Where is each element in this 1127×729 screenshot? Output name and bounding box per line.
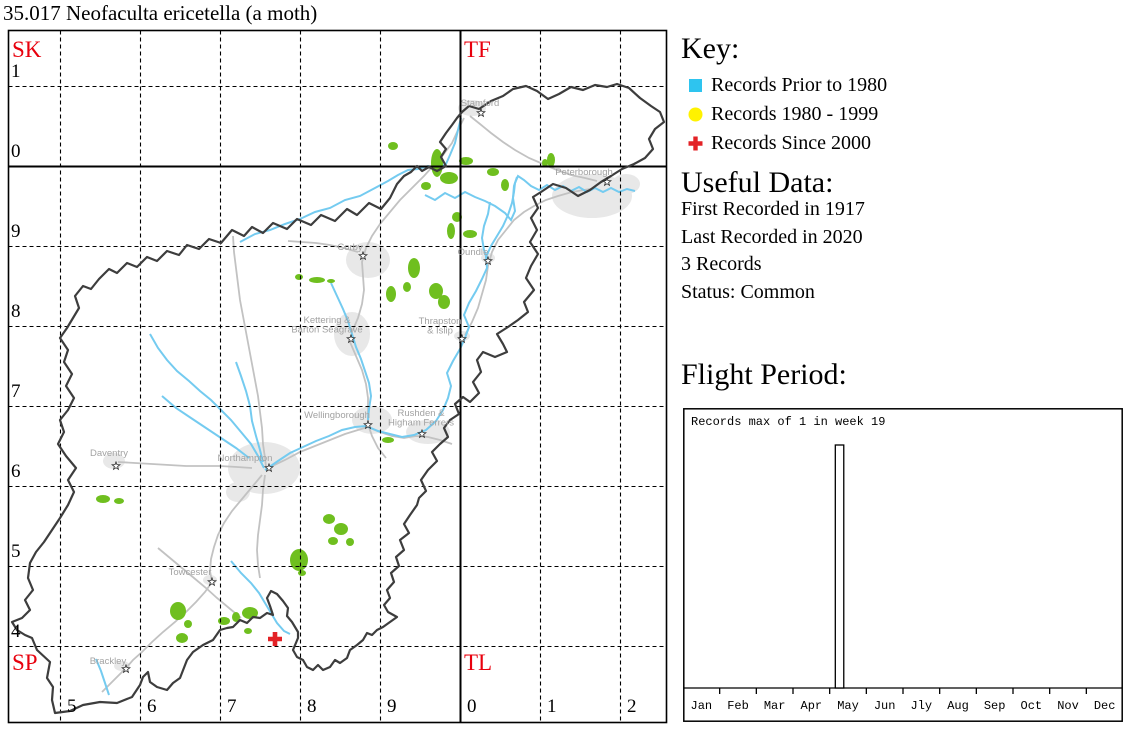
grid-lines [8,30,667,723]
key-item-1: Records 1980 - 1999 [688,100,887,129]
town-oundle: Oundle [458,247,493,265]
woodland-patches [96,142,555,643]
useful-data-line: Status: Common [681,280,815,303]
useful-data-line: First Recorded in 1917 [681,198,865,220]
grid-col-label: 1 [547,696,557,717]
map-border [7,29,668,724]
month-label-may: May [837,699,859,713]
month-label-jly: Jly [911,699,933,713]
county-boundary [10,82,666,715]
flight-period-chart: Records max of 1 in week 19 Jan Feb Mar Apr M… [683,408,1123,722]
month-label-dec: Dec [1094,699,1116,713]
town-corby: Corby [337,242,368,260]
town-label: Peterborough [555,167,613,178]
grid-row-label: 1 [11,61,21,82]
town-label: Daventry [90,448,128,459]
key-item-0: Records Prior to 1980 [688,71,887,100]
useful-data-line: Last Recorded in 2020 [681,225,863,248]
useful-data-list: First Recorded in 1917 Last Recorded in 2… [681,196,865,306]
record-markers [268,632,282,646]
grid-row-label: 4 [11,621,21,642]
key-legend: Records Prior to 1980 Records 1980 - 1999… [688,71,887,158]
grid-letter-SP: SP [12,650,38,675]
town-label: Barton Seagrave [291,325,362,336]
town-towcester: Towcester [169,567,217,586]
grid-letter-TF: TF [464,37,491,62]
useful-data-line: 3 Records [681,253,762,275]
square-swatch-icon [689,79,702,92]
town-rushden-higham-ferrers: Rushden &Higham Ferrers [388,408,454,438]
town-northampton: Northampton [218,453,274,472]
record-marker-since-2000 [268,632,282,646]
key-item-2: Records Since 2000 [688,129,887,158]
town-label: Thrapston [419,316,462,327]
grid-col-label: 2 [627,696,637,717]
month-label-jan: Jan [691,699,713,713]
town-label: Towcester [169,567,212,578]
month-label-feb: Feb [727,699,749,713]
grid-row-label: 9 [11,221,21,242]
month-label-apr: Apr [801,699,823,713]
grid-col-label: 9 [387,696,397,717]
town-peterborough: Peterborough [555,167,613,186]
grid-row-label: 5 [11,541,21,562]
key-item-label: Records 1980 - 1999 [711,103,879,125]
flight-week-bar [834,444,845,689]
town-stamford: Stamford [461,98,500,117]
grid-col-label: 5 [67,696,77,717]
useful-data-heading: Useful Data: [681,166,834,199]
grid-row-label: 0 [11,141,21,162]
key-heading: Key: [681,32,740,65]
month-label-jun: Jun [874,699,896,713]
month-label-sep: Sep [984,699,1006,713]
town-label: Brackley [90,656,127,667]
town-label: & Islip [427,326,453,337]
key-item-label: Records Since 2000 [711,132,871,154]
distribution-map: Stamford Peterborough Oundle Corby Kettering… [7,29,668,724]
grid-letter-TL: TL [464,650,492,675]
grid-row-label: 6 [11,461,21,482]
town-wellingborough: Wellingborough [304,410,373,429]
grid-col-label: 6 [147,696,157,717]
month-label-nov: Nov [1057,699,1079,713]
chart-note: Records max of 1 in week 19 [691,415,885,429]
grid-col-label: 7 [227,696,237,717]
town-label: Oundle [458,247,489,258]
grid-row-label: 7 [11,381,21,402]
town-label: Higham Ferrers [388,418,454,429]
flight-period-heading: Flight Period: [681,358,847,391]
town-label: Rushden & [397,408,445,419]
town-markers: Stamford Peterborough Oundle Corby Kettering… [90,98,613,673]
town-label: Kettering & [304,315,352,326]
page-title: 35.017 Neofaculta ericetella (a moth) [3,1,318,25]
month-label-oct: Oct [1021,699,1043,713]
grid-row-label: 8 [11,301,21,322]
town-thrapston-islip: Thrapston& Islip [419,316,467,343]
circle-swatch-icon [688,107,703,122]
town-label: Northampton [218,453,273,464]
town-kettering-barton-seagrave: Kettering &Barton Seagrave [291,315,363,343]
grid-col-label: 0 [467,696,477,717]
month-label-aug: Aug [947,699,969,713]
town-daventry: Daventry [90,448,128,470]
cross-swatch-icon [688,136,703,151]
month-label-mar: Mar [764,699,786,713]
grid-col-label: 8 [307,696,317,717]
town-label: Wellingborough [304,410,370,421]
town-label: Stamford [461,98,500,109]
town-label: Corby [337,242,363,253]
key-item-label: Records Prior to 1980 [711,74,888,96]
grid-letter-SK: SK [12,37,42,62]
town-brackley: Brackley [90,656,131,673]
